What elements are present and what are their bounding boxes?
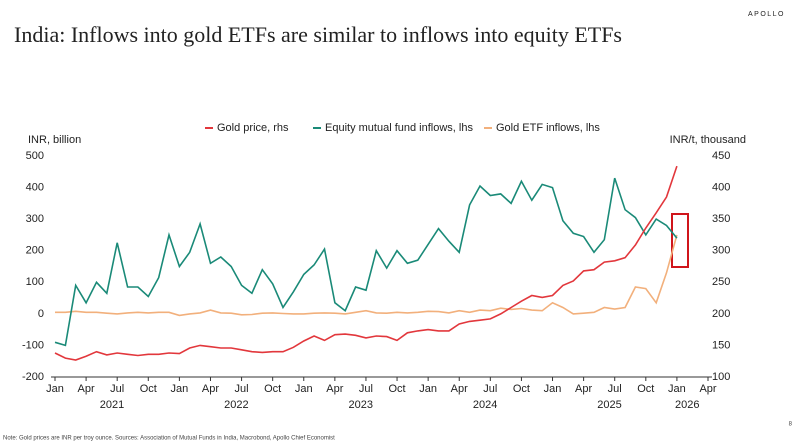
year-label: 2022 <box>224 399 248 411</box>
series-line <box>54 177 678 347</box>
y-tick-label: 300 <box>26 213 44 225</box>
x-tick-label: Apr <box>326 383 343 395</box>
x-tick-label: Jul <box>483 383 497 395</box>
year-label: 2023 <box>349 399 373 411</box>
y2-tick-label: 300 <box>712 245 730 257</box>
y-tick-label: 400 <box>26 181 44 193</box>
y-tick-label: -200 <box>22 371 44 383</box>
x-tick-label: Jul <box>608 383 622 395</box>
y-tick-label: 100 <box>26 276 44 288</box>
page-number: 8 <box>789 422 793 428</box>
highlight-box <box>671 213 689 268</box>
x-tick-label: Jan <box>46 383 64 395</box>
y-tick-label: 0 <box>38 308 44 320</box>
x-tick-label: Apr <box>202 383 219 395</box>
chart-title: India: Inflows into gold ETFs are simila… <box>14 22 622 47</box>
x-tick-label: Jan <box>295 383 313 395</box>
x-tick-label: Apr <box>575 383 592 395</box>
x-tick-label: Oct <box>264 383 281 395</box>
x-tick-label: Oct <box>513 383 530 395</box>
legend-label: Gold price, rhs <box>217 122 289 134</box>
y-tick-label: 500 <box>26 150 44 162</box>
brand: APOLLO <box>748 11 785 18</box>
x-tick-label: Apr <box>699 383 716 395</box>
y2-tick-label: 350 <box>712 213 730 225</box>
y-tick-label: -100 <box>22 339 44 351</box>
y2-tick-label: 200 <box>712 308 730 320</box>
y-tick-label: 200 <box>26 245 44 257</box>
x-tick-label: Oct <box>140 383 157 395</box>
series-line <box>55 234 678 317</box>
x-tick-label: Oct <box>388 383 405 395</box>
y2-tick-label: 150 <box>712 339 730 351</box>
y2-tick-label: 100 <box>712 371 730 383</box>
note: Note: Gold prices are INR per troy ounce… <box>3 436 335 442</box>
x-tick-label: Jan <box>419 383 437 395</box>
x-tick-label: Apr <box>78 383 95 395</box>
year-label: 2026 <box>675 399 699 411</box>
year-label: 2025 <box>597 399 621 411</box>
x-tick-label: Jul <box>235 383 249 395</box>
y2-tick-label: 250 <box>712 276 730 288</box>
y2-axis-label: INR/t, thousand <box>670 134 746 146</box>
y2-tick-label: 450 <box>712 150 730 162</box>
legend-label: Equity mutual fund inflows, lhs <box>325 122 473 134</box>
year-label: 2024 <box>473 399 497 411</box>
legend-label: Gold ETF inflows, lhs <box>496 122 600 134</box>
x-tick-label: Jan <box>544 383 562 395</box>
x-tick-label: Oct <box>637 383 654 395</box>
x-tick-label: Jul <box>359 383 373 395</box>
x-tick-label: Jan <box>171 383 189 395</box>
y2-tick-label: 400 <box>712 181 730 193</box>
x-tick-label: Apr <box>451 383 468 395</box>
y-axis-label: INR, billion <box>28 134 81 146</box>
year-label: 2021 <box>100 399 124 411</box>
series-line <box>54 165 678 361</box>
x-tick-label: Jan <box>668 383 686 395</box>
x-tick-label: Jul <box>110 383 124 395</box>
